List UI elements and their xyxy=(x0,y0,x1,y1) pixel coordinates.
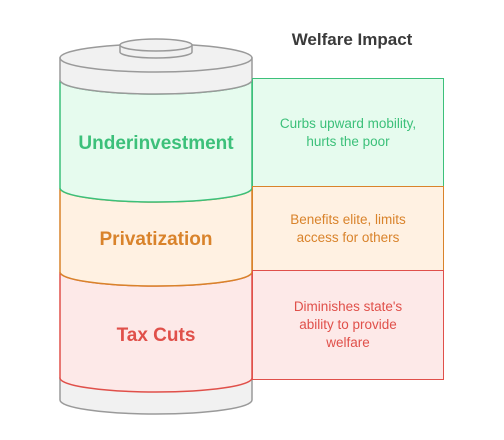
layer-label-underinvestment: Underinvestment xyxy=(78,133,234,154)
description-text-underinvestment: Curbs upward mobility, hurts the poor xyxy=(279,116,417,149)
description-box-underinvestment: Curbs upward mobility, hurts the poor xyxy=(252,78,444,188)
description-text-tax-cuts: Diminishes state's ability to provide we… xyxy=(293,299,403,350)
description-text-privatization: Benefits elite, limits access for others xyxy=(290,212,406,245)
description-box-privatization: Benefits elite, limits access for others xyxy=(252,186,444,272)
battery-terminal-top xyxy=(119,38,193,52)
description-box-tax-cuts: Diminishes state's ability to provide we… xyxy=(252,270,444,380)
layer-label-tax-cuts: Tax Cuts xyxy=(116,325,196,346)
layer-label-privatization: Privatization xyxy=(99,229,213,250)
diagram-title: Welfare Impact xyxy=(291,30,413,49)
